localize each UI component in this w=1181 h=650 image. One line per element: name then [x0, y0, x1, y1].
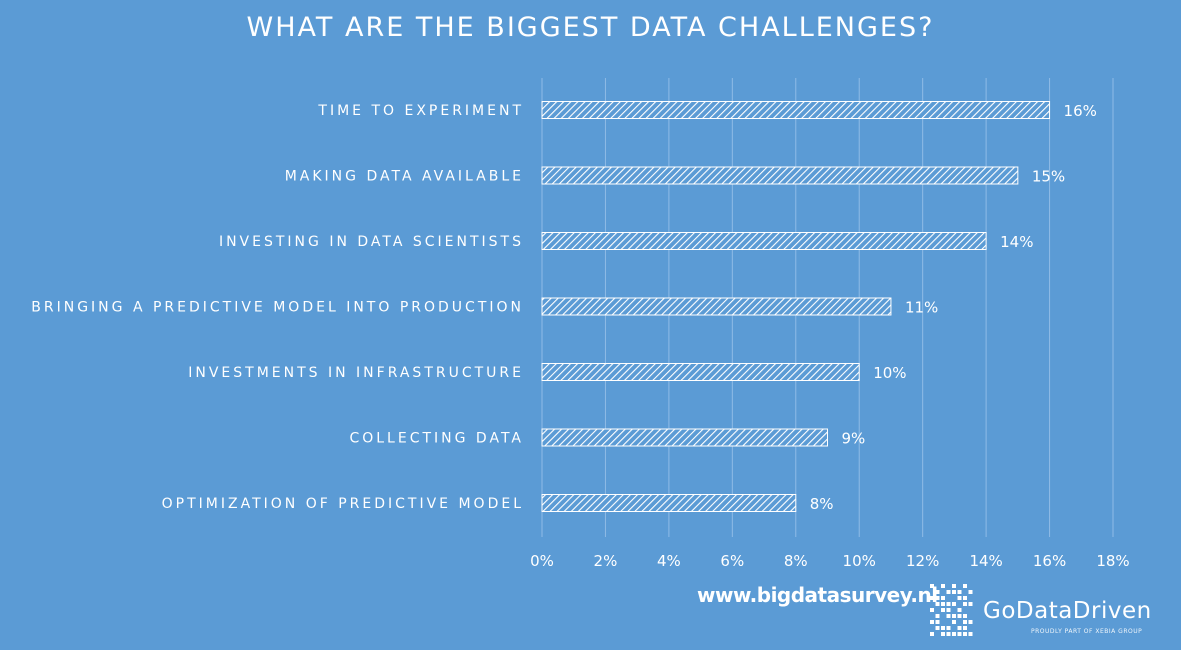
category-label: INVESTING IN DATA SCIENTISTS	[219, 234, 524, 250]
data-label: 9%	[842, 430, 866, 448]
bars	[541, 101, 1051, 512]
logo-pixel	[941, 608, 945, 612]
logo-pixel	[935, 596, 940, 600]
x-tick-label: 14%	[969, 552, 1002, 570]
logo-pixel	[941, 602, 945, 606]
logo-pixel	[935, 626, 940, 630]
bar-chart: TIME TO EXPERIMENT MAKING DATA AVAILABLE I…	[31, 78, 1130, 570]
category-label: COLLECTING DATA	[349, 431, 524, 447]
x-tick-label: 6%	[720, 552, 744, 570]
logo-pixel	[941, 632, 945, 636]
logo-pixel	[946, 632, 951, 636]
logo-pixel	[946, 626, 951, 630]
bar	[541, 363, 860, 381]
logo-pixel	[957, 608, 962, 612]
logo-pixel	[963, 596, 967, 600]
logo-pixel	[963, 632, 967, 636]
data-label: 10%	[873, 364, 906, 382]
x-tick-label: 2%	[594, 552, 618, 570]
website-link[interactable]: www.bigdatasurvey.nl	[697, 583, 938, 607]
logo-pixel	[930, 584, 934, 588]
logo-pixel	[963, 626, 967, 630]
data-labels: 16% 15% 14% 11% 10% 9% 8%	[810, 102, 1097, 513]
x-tick-label: 10%	[843, 552, 876, 570]
brand-name: GoDataDriven	[983, 598, 1152, 624]
bar	[541, 428, 828, 447]
data-label: 15%	[1032, 168, 1065, 186]
x-tick-label: 4%	[657, 552, 681, 570]
logo-pixel	[946, 608, 951, 612]
x-tick-label: 8%	[784, 552, 808, 570]
bar	[541, 101, 1051, 119]
x-tick-label: 16%	[1033, 552, 1066, 570]
logo-pixel	[968, 590, 973, 594]
data-label: 14%	[1000, 233, 1033, 251]
logo-pixel	[968, 620, 973, 624]
logo-pixel	[952, 584, 956, 588]
logo-pixel	[952, 620, 956, 624]
logo-pixel	[952, 602, 956, 606]
chart-title: WHAT ARE THE BIGGEST DATA CHALLENGES?	[246, 12, 935, 43]
logo-pixel	[963, 584, 967, 588]
logo-pixel	[946, 590, 951, 594]
logo-pixel	[930, 608, 934, 612]
category-label: OPTIMIZATION OF PREDICTIVE MODEL	[162, 496, 524, 512]
logo-pixel	[941, 626, 945, 630]
logo-pixel	[952, 632, 956, 636]
bar	[541, 494, 797, 512]
logo-pixel	[935, 602, 940, 606]
category-label: INVESTMENTS IN INFRASTRUCTURE	[188, 365, 524, 381]
godatadriven-logo-icon	[930, 584, 973, 636]
category-labels: TIME TO EXPERIMENT MAKING DATA AVAILABLE I…	[31, 103, 524, 512]
logo-pixel	[930, 596, 934, 600]
x-tick-label: 12%	[906, 552, 939, 570]
logo-pixel	[946, 602, 951, 606]
x-tick-label: 0%	[530, 552, 554, 570]
data-label: 11%	[905, 299, 938, 317]
bar	[541, 166, 1019, 185]
logo-pixel	[952, 590, 956, 594]
logo-pixel	[946, 614, 951, 618]
logo-pixel	[935, 614, 940, 618]
category-label: MAKING DATA AVAILABLE	[285, 169, 524, 185]
logo-pixel	[957, 614, 962, 618]
logo-pixel	[930, 620, 934, 624]
logo-pixel	[957, 590, 962, 594]
logo-pixel	[963, 614, 967, 618]
logo-pixel	[968, 632, 973, 636]
bar	[541, 297, 892, 316]
logo-pixel	[957, 596, 962, 600]
data-label: 8%	[810, 495, 834, 513]
logo-pixel	[952, 614, 956, 618]
bar	[541, 232, 987, 250]
category-label: TIME TO EXPERIMENT	[317, 103, 524, 119]
logo-pixel	[930, 632, 934, 636]
brand-tagline: PROUDLY PART OF XEBIA GROUP	[1031, 628, 1143, 635]
logo-pixel	[963, 620, 967, 624]
data-label: 16%	[1064, 102, 1097, 120]
logo-pixel	[963, 602, 967, 606]
logo-pixel	[968, 602, 973, 606]
category-label: BRINGING A PREDICTIVE MODEL INTO PRODUCT…	[31, 300, 524, 316]
logo-pixel	[935, 620, 940, 624]
logo-pixel	[957, 632, 962, 636]
x-tick-label: 18%	[1096, 552, 1129, 570]
logo-pixel	[935, 590, 940, 594]
logo-pixel	[941, 584, 945, 588]
logo-pixel	[941, 596, 945, 600]
x-axis-tick-labels: 0% 2% 4% 6% 8% 10% 12% 14% 16% 18%	[530, 552, 1130, 570]
logo-pixel	[957, 626, 962, 630]
